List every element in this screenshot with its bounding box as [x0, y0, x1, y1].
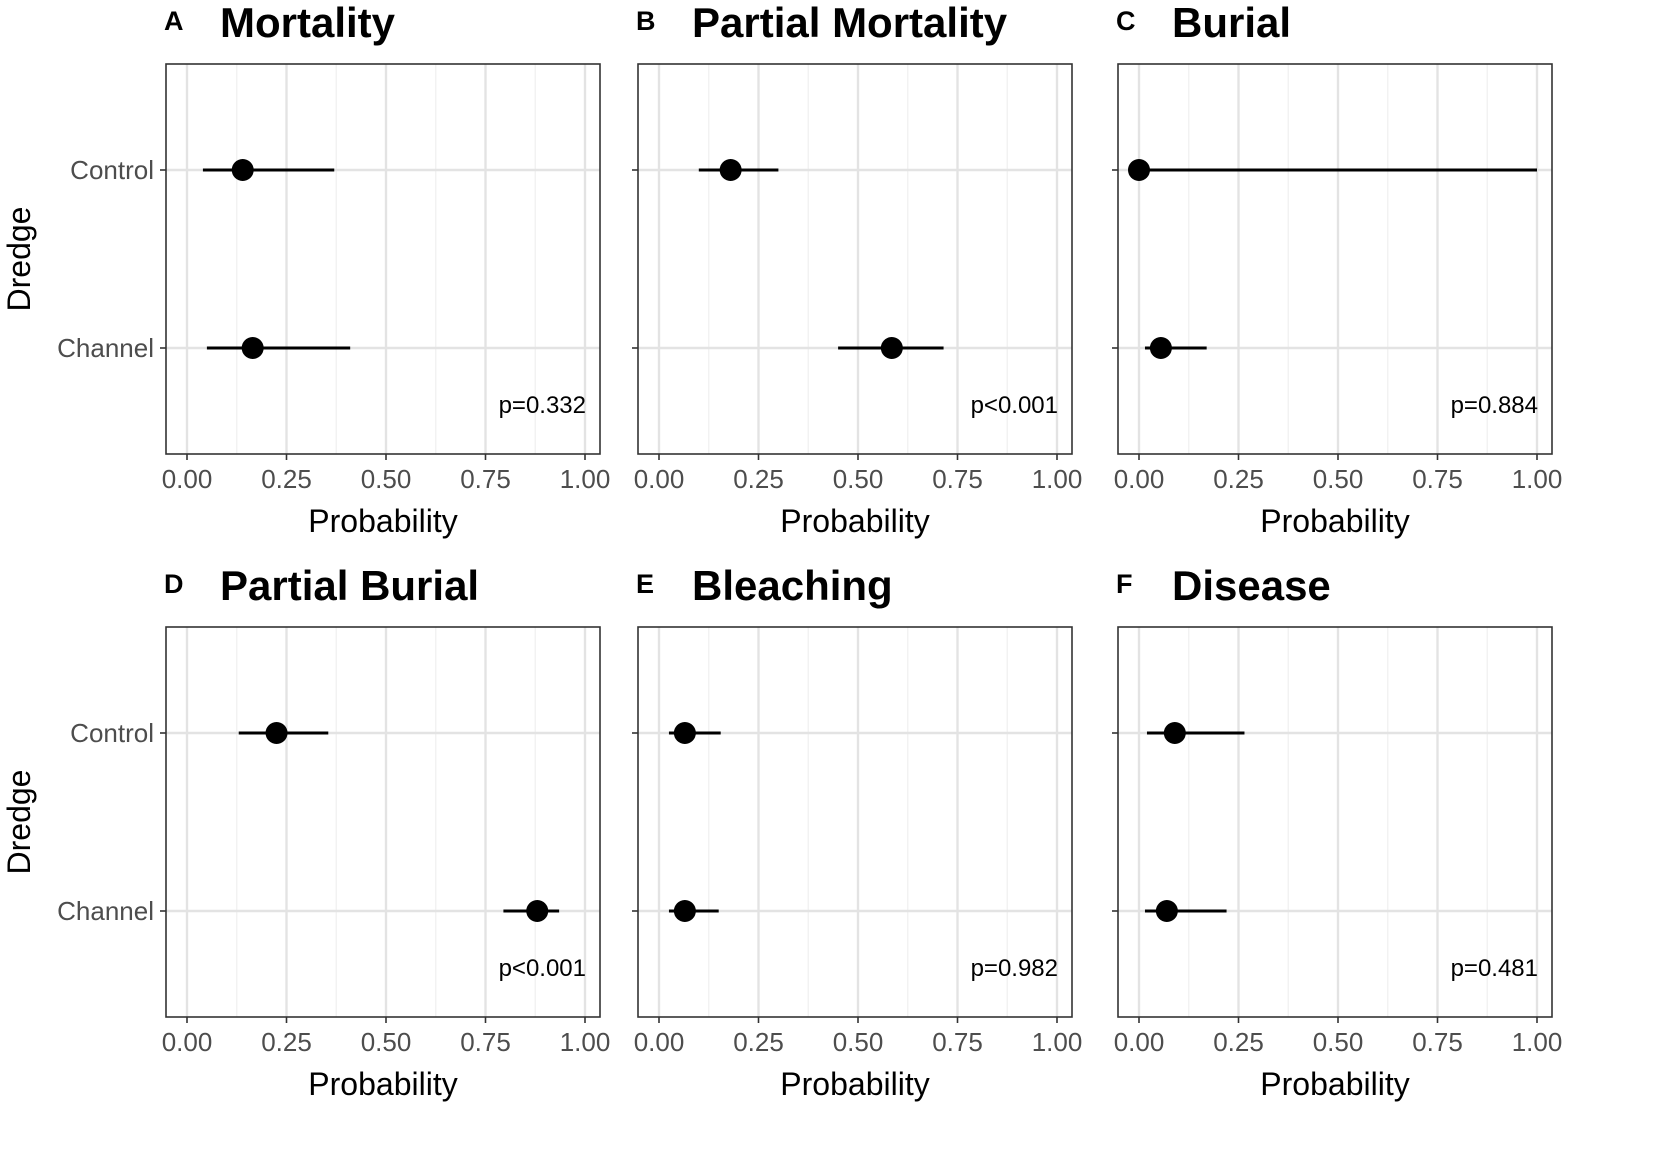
- x-tick-label: 0.25: [733, 464, 784, 494]
- panel-b: B Partial Mortality 0.00 0.25 0.50 0.75 1.00 Pr…: [632, 0, 1082, 539]
- y-axis-title: Dredge: [1, 770, 37, 875]
- panel-letter-f: F: [1116, 569, 1133, 599]
- x-tick-label: 1.00: [1032, 464, 1083, 494]
- panel-letter-e: E: [636, 569, 654, 599]
- panel-title-f: Disease: [1172, 562, 1331, 609]
- point-channel: [241, 337, 264, 359]
- p-value-annotation: p=0.982: [971, 955, 1058, 982]
- x-tick-label: 0.00: [162, 1027, 213, 1057]
- panel-letter-b: B: [636, 6, 656, 36]
- x-tick-label: 1.00: [1512, 464, 1563, 494]
- point-control: [231, 159, 254, 181]
- x-tick-label: 1.00: [560, 464, 611, 494]
- point-channel: [673, 900, 696, 922]
- x-tick-label: 0.75: [932, 464, 983, 494]
- x-tick-label: 1.00: [560, 1027, 611, 1057]
- x-tick-label: 1.00: [1512, 1027, 1563, 1057]
- point-channel: [526, 900, 549, 922]
- panel-border: [1117, 626, 1553, 1018]
- panel-e: E Bleaching 0.00 0.25 0.50 0.75 1.00 Probabilit…: [632, 562, 1082, 1102]
- panel-border: [1117, 63, 1553, 455]
- panel-c: C Burial 0.00 0.25 0.50 0.75 1.00 Probability p=…: [1112, 0, 1562, 539]
- panel-title-d: Partial Burial: [220, 562, 479, 609]
- x-tick-label: 0.50: [833, 1027, 884, 1057]
- x-tick-label: 0.00: [634, 1027, 685, 1057]
- x-axis-title: Probability: [1260, 1066, 1409, 1102]
- x-tick-label: 0.50: [833, 464, 884, 494]
- point-control: [719, 159, 742, 181]
- x-tick-label: 0.00: [634, 464, 685, 494]
- p-value-annotation: p<0.001: [499, 955, 586, 982]
- panel-letter-a: A: [164, 6, 184, 36]
- point-control: [1128, 159, 1150, 181]
- y-tick-label-channel: Channel: [57, 896, 154, 926]
- y-tick-label-control: Control: [70, 718, 154, 748]
- y-axis-title: Dredge: [1, 207, 37, 312]
- x-axis-title: Probability: [308, 503, 457, 539]
- panel-border: [637, 626, 1073, 1018]
- x-tick-label: 0.75: [460, 464, 511, 494]
- x-tick-label: 0.50: [361, 1027, 412, 1057]
- x-tick-label: 0.75: [460, 1027, 511, 1057]
- x-tick-label: 1.00: [1032, 1027, 1083, 1057]
- point-control: [1163, 722, 1186, 744]
- panel-f: F Disease 0.00 0.25 0.50 0.75 1.00 Probability p…: [1112, 562, 1562, 1102]
- panel-d: D Partial Burial 0.00 0.25 0.50 0.75 1.00 Proba…: [1, 562, 610, 1102]
- x-axis-title: Probability: [1260, 503, 1409, 539]
- point-control: [673, 722, 696, 744]
- panel-a: A Mortality 0.00 0.25 0.50 0.75 1.00 Probabilit…: [1, 0, 610, 539]
- x-tick-label: 0.50: [1313, 1027, 1364, 1057]
- x-axis-title: Probability: [780, 1066, 929, 1102]
- point-channel: [1155, 900, 1178, 922]
- x-tick-label: 0.25: [1213, 1027, 1264, 1057]
- x-tick-label: 0.00: [1114, 464, 1165, 494]
- point-control: [265, 722, 288, 744]
- p-value-annotation: p<0.001: [971, 392, 1058, 419]
- x-tick-label: 0.25: [1213, 464, 1264, 494]
- x-tick-label: 0.00: [162, 464, 213, 494]
- p-value-annotation: p=0.332: [499, 392, 586, 419]
- panel-letter-c: C: [1116, 6, 1136, 36]
- x-tick-label: 0.75: [932, 1027, 983, 1057]
- x-tick-label: 0.75: [1412, 464, 1463, 494]
- x-tick-label: 0.50: [1313, 464, 1364, 494]
- panel-title-e: Bleaching: [692, 562, 893, 609]
- p-value-annotation: p=0.884: [1451, 392, 1538, 419]
- point-channel: [880, 337, 903, 359]
- panel-letter-d: D: [164, 569, 184, 599]
- x-tick-label: 0.00: [1114, 1027, 1165, 1057]
- panel-title-c: Burial: [1172, 0, 1291, 46]
- y-tick-label-channel: Channel: [57, 333, 154, 363]
- x-tick-label: 0.25: [261, 1027, 312, 1057]
- panel-title-a: Mortality: [220, 0, 396, 46]
- panel-border: [165, 626, 601, 1018]
- p-value-annotation: p=0.481: [1451, 955, 1538, 982]
- x-tick-label: 0.25: [261, 464, 312, 494]
- x-tick-label: 0.25: [733, 1027, 784, 1057]
- x-tick-label: 0.50: [361, 464, 412, 494]
- panel-border: [637, 63, 1073, 455]
- point-channel: [1149, 337, 1172, 359]
- y-tick-label-control: Control: [70, 155, 154, 185]
- x-axis-title: Probability: [308, 1066, 457, 1102]
- x-axis-title: Probability: [780, 503, 929, 539]
- panel-border: [165, 63, 601, 455]
- x-tick-label: 0.75: [1412, 1027, 1463, 1057]
- panel-title-b: Partial Mortality: [692, 0, 1008, 46]
